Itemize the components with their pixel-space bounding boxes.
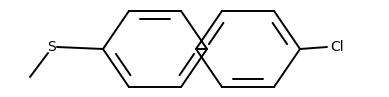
Text: Cl: Cl — [330, 40, 343, 54]
Text: S: S — [47, 40, 56, 54]
